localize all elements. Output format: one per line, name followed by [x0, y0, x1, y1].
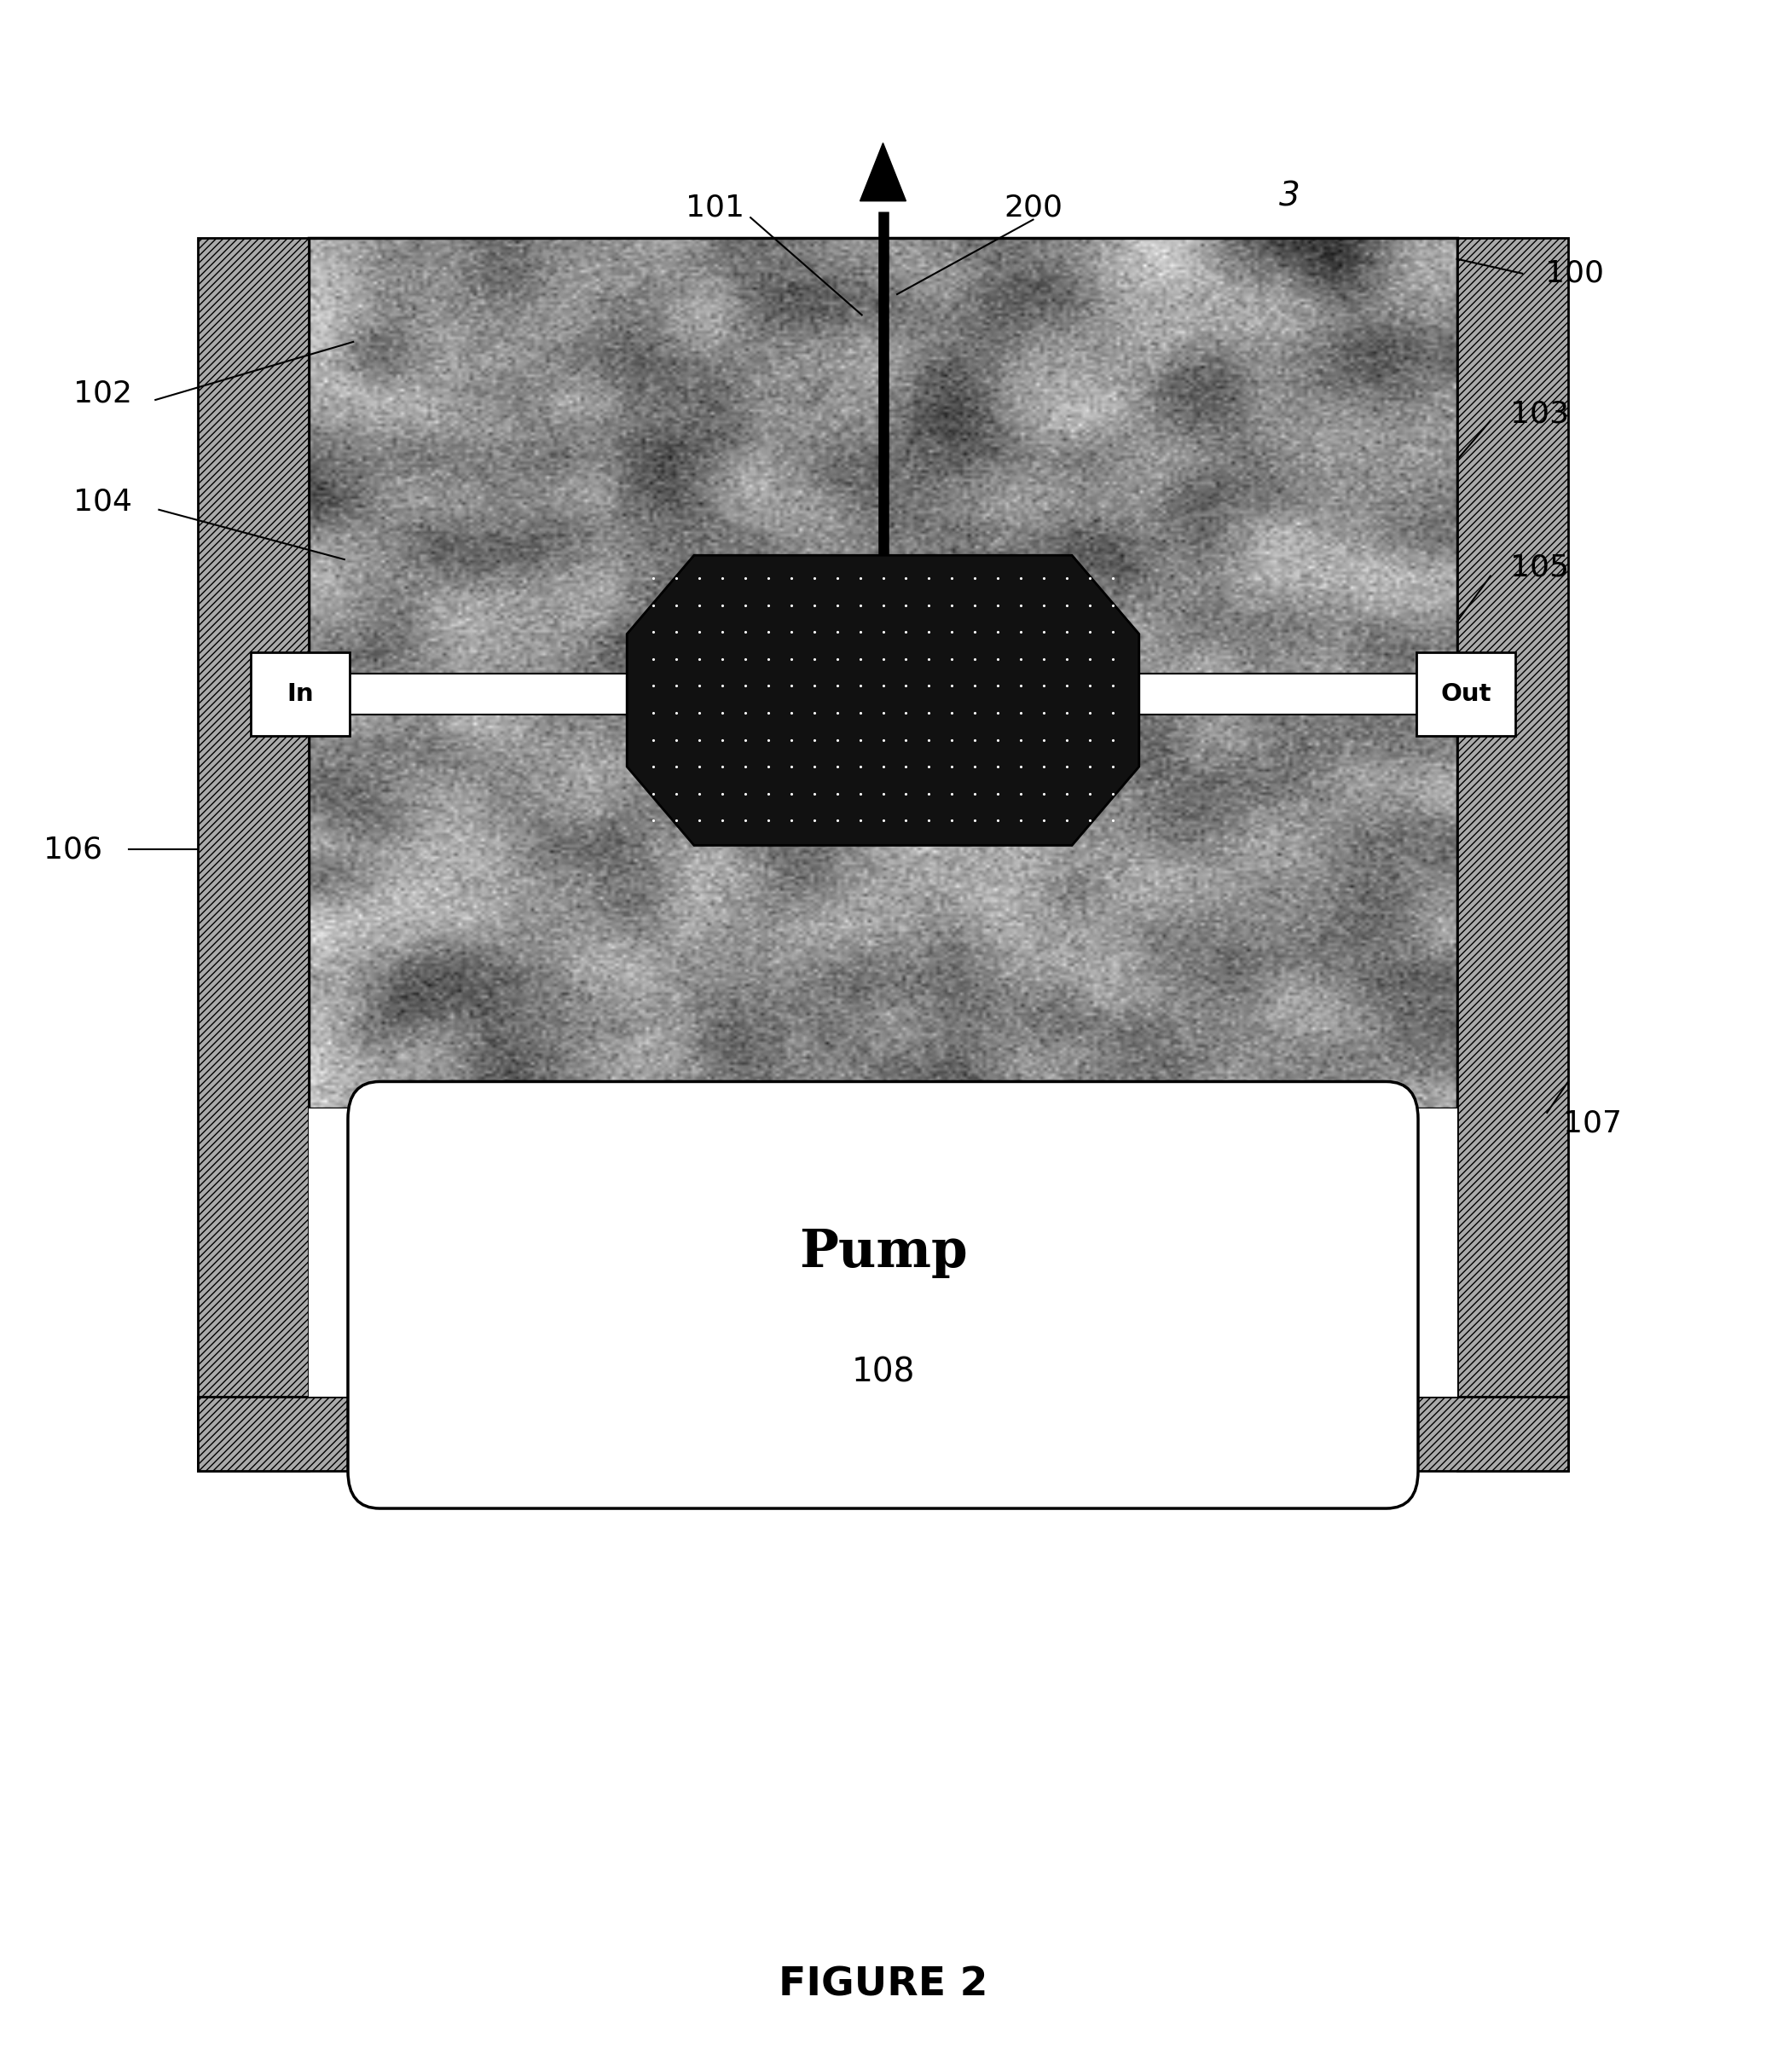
Bar: [1416, 653, 1515, 736]
Bar: [309, 1109, 1457, 1397]
Text: 105: 105: [1510, 553, 1568, 582]
Text: 108: 108: [851, 1357, 915, 1388]
Text: Out: Out: [1441, 682, 1491, 707]
Bar: [1457, 238, 1568, 1471]
Bar: [309, 238, 1457, 1109]
Text: FIGURE 2: FIGURE 2: [779, 1966, 987, 2004]
Text: 3: 3: [1279, 180, 1300, 213]
Text: 102: 102: [74, 379, 132, 408]
Text: In: In: [286, 682, 314, 707]
Text: 107: 107: [1563, 1109, 1621, 1138]
Polygon shape: [627, 555, 1139, 845]
Text: 101: 101: [685, 193, 745, 222]
Text: 100: 100: [1545, 259, 1604, 288]
Bar: [309, 673, 742, 715]
Text: 200: 200: [1003, 193, 1063, 222]
Text: 104: 104: [74, 487, 132, 516]
FancyBboxPatch shape: [348, 1082, 1418, 1508]
Bar: [198, 1397, 1568, 1471]
Bar: [1024, 673, 1457, 715]
Text: Pump: Pump: [798, 1227, 968, 1278]
Bar: [251, 653, 350, 736]
Text: 103: 103: [1510, 400, 1568, 429]
Bar: [198, 238, 309, 1471]
Polygon shape: [860, 143, 906, 201]
Text: 106: 106: [44, 835, 102, 864]
